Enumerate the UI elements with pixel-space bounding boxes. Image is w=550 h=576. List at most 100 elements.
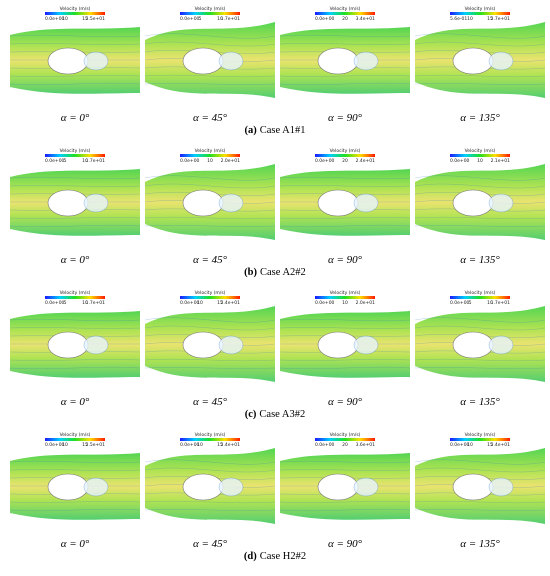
colorbar: [450, 296, 510, 299]
streamline: [414, 359, 546, 361]
streamline: [279, 367, 411, 369]
colorbar-tick: 3.4e+01: [356, 16, 376, 22]
cylinder: [317, 331, 359, 359]
wake: [353, 193, 379, 213]
colorbar-tick: 10: [467, 442, 473, 448]
colorbar-tick: 2.5e+01: [86, 442, 106, 448]
cylinder: [47, 47, 89, 75]
streamline: [414, 41, 546, 47]
streamline: [144, 225, 276, 227]
colorbar-tick: 1.7e+01: [86, 300, 106, 306]
cylinder: [182, 473, 224, 501]
cylinder: [317, 47, 359, 75]
panel: Velocity (m/s) 0.0e+00 5 101.7e+01 α = 135°: [414, 290, 546, 408]
streamline: [279, 359, 411, 361]
streamline: [414, 501, 546, 503]
colorbar: [315, 296, 375, 299]
colorbar-title: Velocity (m/s): [465, 148, 496, 154]
colorbar-title: Velocity (m/s): [465, 290, 496, 296]
colorbar-tick: 1.7e+01: [491, 300, 511, 306]
streamline: [279, 217, 411, 219]
colorbar-tick: 10: [197, 300, 203, 306]
streamline: [279, 75, 411, 77]
panel: Velocity (m/s) 0.0e+00 5 101.7e+01 α = 45°: [144, 6, 276, 124]
colorbar-tick: 2.0e+01: [356, 300, 376, 306]
caption-label: (d): [244, 551, 257, 562]
wake: [218, 193, 244, 213]
streamline: [414, 175, 546, 181]
colorbar: [315, 154, 375, 157]
colorbar-title: Velocity (m/s): [195, 290, 226, 296]
colorbar-tick: 5.6e-01: [450, 16, 467, 22]
streamline: [279, 35, 411, 37]
cylinder: [182, 47, 224, 75]
wake: [488, 193, 514, 213]
colorbar: [45, 154, 105, 157]
colorbar-title: Velocity (m/s): [195, 432, 226, 438]
colorbar: [45, 12, 105, 15]
cylinder: [182, 331, 224, 359]
streamline: [9, 509, 141, 511]
colorbar-tick: 0.0e+00: [450, 442, 470, 448]
colorbar: [45, 438, 105, 441]
streamline: [279, 461, 411, 463]
colorbar-tick: 1.7e+01: [221, 16, 241, 22]
streamline: [9, 35, 141, 37]
streamline: [9, 327, 141, 329]
streamline: [279, 83, 411, 85]
panel: Velocity (m/s) 0.0e+00 10 2.1e+01 α = 135°: [414, 148, 546, 266]
colorbar: [450, 12, 510, 15]
streamline: [414, 459, 546, 465]
colorbar: [180, 154, 240, 157]
streamline: [144, 33, 276, 39]
colorbar-tick: 10: [197, 442, 203, 448]
colorbar-tick: 2.1e+01: [491, 158, 511, 164]
colorbar: [315, 12, 375, 15]
colorbar-title: Velocity (m/s): [330, 432, 361, 438]
streamline: [144, 75, 276, 77]
streamline: [279, 509, 411, 511]
colorbar-tick: 1.7e+01: [86, 158, 106, 164]
streamline: [414, 183, 546, 189]
wake: [83, 193, 109, 213]
colorbar-tick: 0.0e+00: [180, 300, 200, 306]
angle-label: α = 135°: [460, 254, 500, 266]
colorbar-title: Velocity (m/s): [60, 290, 91, 296]
wake: [218, 335, 244, 355]
colorbar-tick: 15: [487, 16, 493, 22]
streamline: [9, 225, 141, 227]
streamline: [414, 33, 546, 39]
streamline: [279, 319, 411, 321]
streamline: [9, 217, 141, 219]
colorbar-tick: 5: [199, 16, 202, 22]
streamline: [9, 75, 141, 77]
streamline: [279, 225, 411, 227]
cylinder: [452, 473, 494, 501]
angle-label: α = 0°: [61, 396, 90, 408]
colorbar-tick: 0.0e+00: [45, 16, 65, 22]
colorbar-tick: 15: [82, 16, 88, 22]
panel: Velocity (m/s) 0.0e+00 5 101.7e+01 α = 0°: [9, 290, 141, 408]
cylinder: [452, 331, 494, 359]
colorbar-tick: 2.0e+01: [221, 158, 241, 164]
streamline: [414, 509, 546, 511]
wake: [488, 477, 514, 497]
colorbar: [180, 438, 240, 441]
colorbar-tick: 5: [469, 300, 472, 306]
colorbar-tick: 0.0e+00: [180, 158, 200, 164]
colorbar-tick: 20: [342, 16, 348, 22]
cylinder: [47, 473, 89, 501]
caption-label: (a): [244, 125, 257, 136]
colorbar-tick: 2.4e+01: [356, 158, 376, 164]
caption-text: Case A3#2: [259, 409, 305, 420]
wake: [353, 335, 379, 355]
streamline: [144, 83, 276, 85]
colorbar-tick: 2.5e+01: [86, 16, 106, 22]
colorbar-title: Velocity (m/s): [60, 432, 91, 438]
colorbar-tick: 2.7e+01: [491, 16, 511, 22]
colorbar: [450, 438, 510, 441]
cylinder: [452, 189, 494, 217]
